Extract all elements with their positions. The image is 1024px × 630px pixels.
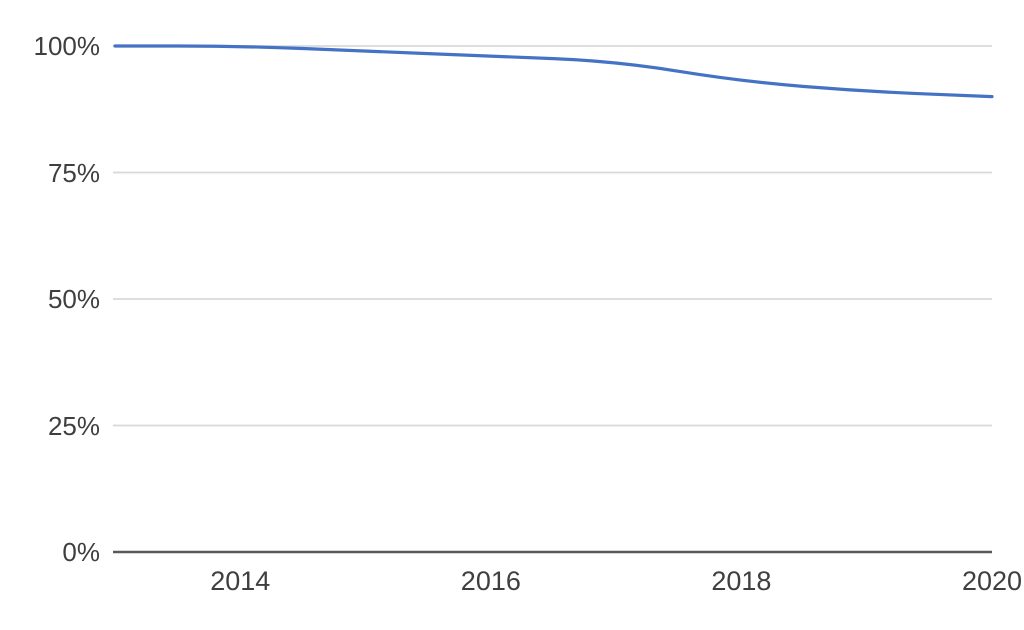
y-tick-label: 0% [62,537,100,567]
x-tick-label: 2018 [711,566,772,596]
x-tick-label: 2016 [460,566,521,596]
y-tick-label: 75% [47,157,100,188]
y-tick-label: 100% [33,31,101,61]
x-tick-label: 2020 [961,566,1023,596]
y-tick-label: 25% [47,410,100,441]
x-tick-label: 2014 [210,566,271,596]
data-line [113,44,994,99]
y-tick-label: 50% [47,284,100,314]
